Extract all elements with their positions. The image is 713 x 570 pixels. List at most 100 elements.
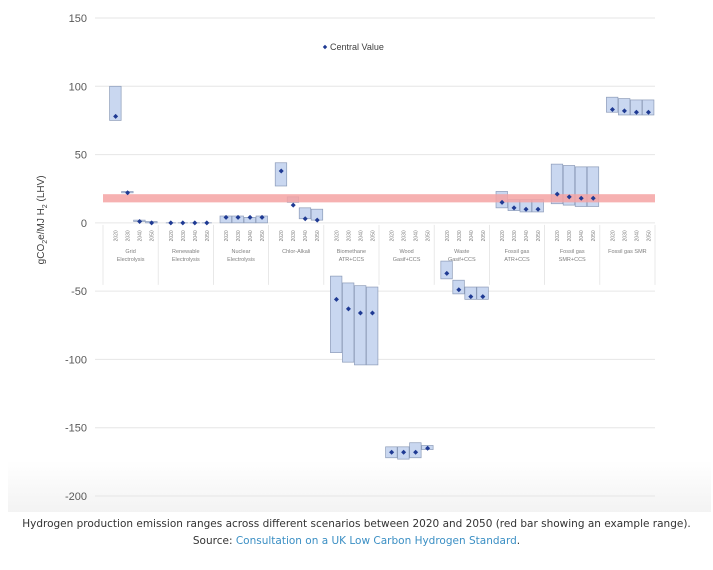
- x-category-label: Fossil gas: [505, 249, 530, 255]
- x-category-label: Fossil gas SMR: [608, 249, 647, 255]
- range-bar: [464, 286, 477, 300]
- x-category-label: Electrolysis: [227, 257, 255, 263]
- x-category-label: Gasif+CCS: [393, 257, 421, 263]
- x-sub-tick-label: 2040: [414, 230, 420, 241]
- x-sub-tick-label: 2030: [402, 230, 408, 241]
- central-value-marker: [204, 220, 210, 226]
- central-value-marker: [113, 113, 119, 119]
- x-sub-tick-label: 2040: [579, 230, 585, 241]
- central-value-marker: [149, 220, 155, 226]
- x-sub-tick-label: 2030: [622, 230, 628, 241]
- chart-container: 150 100 50 0 -50 -100 -150 -200 gCO2e/MJ H2 (LHV…: [8, 0, 711, 512]
- range-bar: [476, 286, 489, 300]
- x-category-label: Fossil gas: [560, 249, 585, 255]
- central-value-marker: [499, 199, 505, 205]
- central-value-marker: [259, 214, 265, 220]
- x-sub-tick-label: 2020: [114, 230, 120, 241]
- x-sub-tick-label: 2050: [591, 230, 597, 241]
- central-value-marker: [621, 108, 627, 114]
- x-sub-tick-label: 2040: [469, 230, 475, 241]
- range-bar: [274, 162, 288, 187]
- x-category-label: Grid: [125, 249, 135, 255]
- range-bar: [440, 260, 453, 280]
- x-sub-tick-label: 2030: [346, 230, 352, 241]
- central-value-marker: [357, 310, 363, 316]
- central-value-marker: [535, 206, 541, 212]
- range-bar: [109, 85, 122, 121]
- y-tick-label: 50: [75, 150, 87, 162]
- legend-label: Central Value: [330, 42, 384, 52]
- range-bar: [586, 166, 600, 207]
- x-sub-tick-label: 2050: [260, 230, 266, 241]
- x-sub-tick-label: 2050: [426, 230, 432, 241]
- central-value-marker: [523, 206, 529, 212]
- central-value-marker: [180, 220, 186, 226]
- reference-band: [103, 194, 655, 203]
- figure-caption: Hydrogen production emission ranges acro…: [0, 516, 713, 550]
- x-sub-tick-label: 2020: [279, 230, 285, 241]
- range-bar: [342, 282, 355, 363]
- source-suffix: .: [516, 535, 521, 547]
- x-category-label: Electrolysis: [117, 257, 145, 263]
- x-sub-tick-label: 2020: [169, 230, 175, 241]
- range-bar: [574, 166, 588, 207]
- range-bar: [354, 285, 367, 366]
- source-link[interactable]: Consultation on a UK Low Carbon Hydrogen…: [235, 535, 517, 547]
- x-category-label: Waste: [454, 249, 469, 255]
- range-bar: [452, 279, 465, 295]
- central-value-marker: [223, 214, 229, 220]
- x-sub-tick-label: 2020: [445, 230, 451, 241]
- y-tick-label: -50: [71, 286, 87, 298]
- y-tick-label: -200: [65, 491, 87, 503]
- central-value-marker: [137, 218, 143, 224]
- central-value-marker: [590, 195, 596, 201]
- x-category-label: Wood: [399, 249, 413, 255]
- central-value-marker: [413, 449, 419, 455]
- x-sub-tick-label: 2050: [150, 230, 156, 241]
- x-sub-tick-label: 2020: [555, 230, 561, 241]
- central-value-marker: [345, 306, 351, 312]
- x-category-label: Gasif+CCS: [448, 257, 476, 263]
- x-sub-tick-label: 2040: [248, 230, 254, 241]
- emission-range-chart: 150 100 50 0 -50 -100 -150 -200 gCO2e/MJ H2 (LHV…: [36, 13, 656, 503]
- x-sub-tick-label: 2050: [370, 230, 376, 241]
- central-value-marker: [302, 216, 308, 222]
- x-sub-tick-label: 2050: [646, 230, 652, 241]
- x-sub-tick-label: 2050: [536, 230, 542, 241]
- x-sub-tick-label: 2030: [457, 230, 463, 241]
- x-sub-tick-label: 2030: [236, 230, 242, 241]
- range-bar: [618, 98, 631, 116]
- central-value-marker: [401, 449, 407, 455]
- x-category-label: Renewable: [172, 249, 200, 255]
- caption-source: Source: Consultation on a UK Low Carbon …: [0, 533, 713, 550]
- x-sub-tick-label: 2040: [358, 230, 364, 241]
- central-value-marker: [480, 294, 486, 300]
- y-tick-label: 150: [69, 13, 87, 25]
- central-value-marker: [314, 217, 320, 223]
- central-value-marker: [425, 445, 431, 451]
- x-category-label: ATR+CCS: [504, 257, 530, 263]
- central-value-marker: [456, 287, 462, 293]
- central-value-marker: [566, 194, 572, 200]
- range-bar: [630, 99, 643, 116]
- central-value-marker: [333, 296, 339, 302]
- x-sub-tick-label: 2020: [390, 230, 396, 241]
- caption-text: Hydrogen production emission ranges acro…: [22, 518, 691, 530]
- x-category-label: Nuclear: [232, 249, 251, 255]
- x-category-label: Biomethane: [337, 249, 366, 255]
- central-value-marker: [578, 195, 584, 201]
- y-axis-title: gCO2e/MJ H2 (LHV): [36, 175, 49, 264]
- x-sub-tick-label: 2030: [181, 230, 187, 241]
- x-sub-tick-label: 2050: [315, 230, 321, 241]
- x-sub-tick-label: 2040: [524, 230, 530, 241]
- x-sub-tick-label: 2030: [126, 230, 132, 241]
- x-sub-tick-label: 2040: [303, 230, 309, 241]
- source-prefix: Source:: [192, 535, 236, 547]
- x-sub-tick-label: 2020: [610, 230, 616, 241]
- range-bar: [642, 99, 655, 116]
- range-bar: [606, 96, 619, 113]
- central-value-marker: [554, 191, 560, 197]
- central-value-marker: [645, 109, 651, 115]
- y-tick-label: -150: [65, 423, 87, 435]
- central-value-marker: [125, 190, 131, 196]
